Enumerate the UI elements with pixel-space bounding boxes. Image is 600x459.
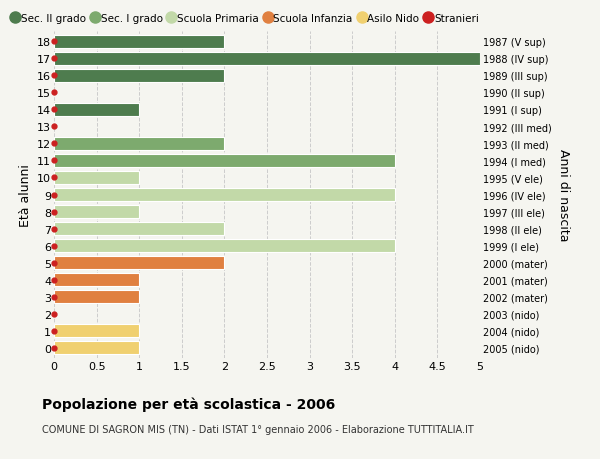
- Bar: [54, 189, 395, 202]
- Bar: [54, 155, 395, 168]
- Bar: [54, 70, 224, 83]
- Bar: [54, 257, 224, 269]
- Bar: [54, 36, 224, 49]
- Bar: [54, 325, 139, 337]
- Bar: [54, 53, 480, 66]
- Bar: [54, 240, 395, 252]
- Y-axis label: Anni di nascita: Anni di nascita: [557, 149, 569, 241]
- Bar: [54, 341, 139, 354]
- Bar: [54, 274, 139, 286]
- Legend: Sec. II grado, Sec. I grado, Scuola Primaria, Scuola Infanzia, Asilo Nido, Stran: Sec. II grado, Sec. I grado, Scuola Prim…: [13, 14, 479, 24]
- Text: COMUNE DI SAGRON MIS (TN) - Dati ISTAT 1° gennaio 2006 - Elaborazione TUTTITALIA: COMUNE DI SAGRON MIS (TN) - Dati ISTAT 1…: [42, 425, 474, 435]
- Y-axis label: Età alunni: Età alunni: [19, 164, 32, 226]
- Text: Popolazione per età scolastica - 2006: Popolazione per età scolastica - 2006: [42, 397, 335, 412]
- Bar: [54, 223, 224, 235]
- Bar: [54, 172, 139, 185]
- Bar: [54, 104, 139, 117]
- Bar: [54, 206, 139, 218]
- Bar: [54, 291, 139, 303]
- Bar: [54, 138, 224, 151]
